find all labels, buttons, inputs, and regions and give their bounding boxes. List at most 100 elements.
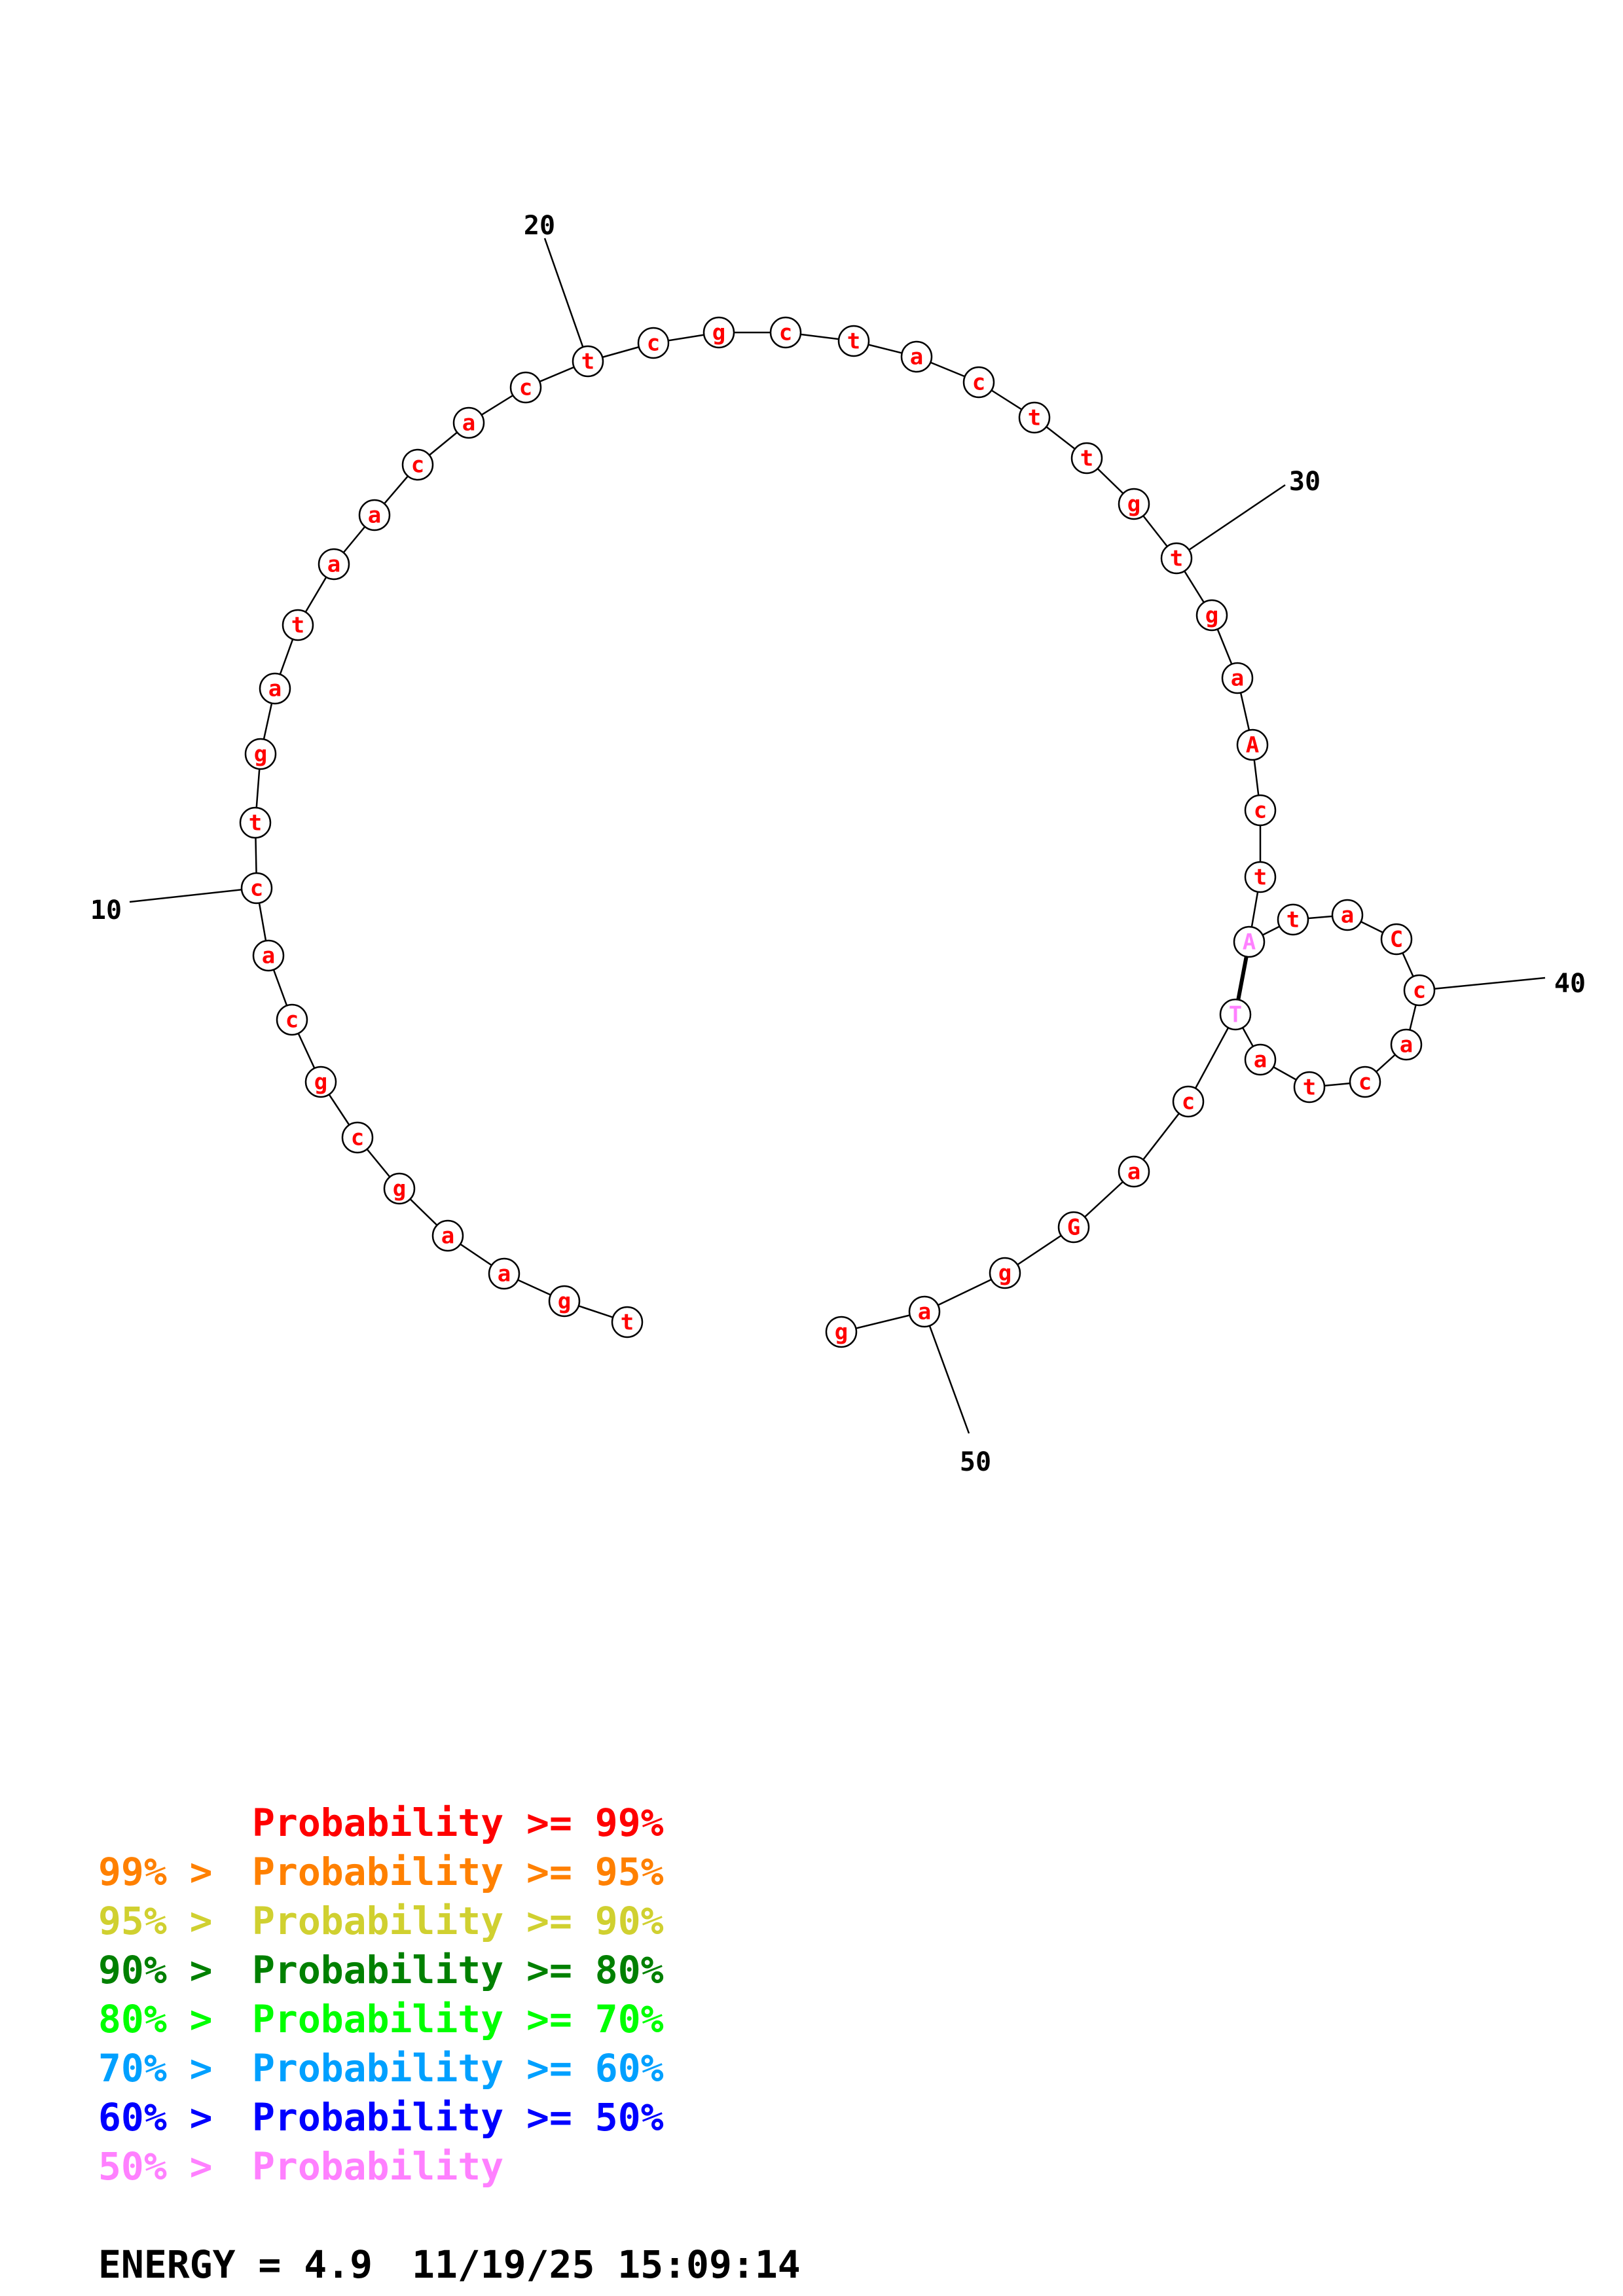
legend-prefix: 70% >: [98, 2046, 213, 2090]
nucleotide-base: a: [268, 676, 282, 702]
legend-label: Probability >= 90%: [252, 1899, 664, 1943]
nucleotide-circle: [702, 316, 735, 349]
legend-prefix: 99% >: [98, 1850, 213, 1894]
nucleotide: G: [1057, 1211, 1090, 1244]
nucleotide-circle: [1244, 861, 1277, 893]
nucleotide: a: [900, 340, 933, 373]
nucleotide-base: c: [1254, 798, 1267, 824]
nucleotide: a: [452, 406, 485, 439]
nucleotide-base: g: [254, 742, 267, 768]
nucleotide: g: [304, 1066, 337, 1098]
backbone-link: [1187, 1014, 1237, 1102]
nucleotide: g: [825, 1316, 858, 1348]
nucleotide-circle: [1293, 1071, 1326, 1103]
energy-value: ENERGY = 4.9: [98, 2242, 373, 2287]
nucleotide: t: [239, 806, 272, 839]
nucleotide: t: [1244, 861, 1277, 893]
nucleotide-base: c: [779, 320, 792, 346]
nucleotide-circle: [318, 548, 350, 581]
nucleotide-base: A: [1246, 732, 1259, 759]
nucleotide-base: a: [1231, 666, 1244, 692]
nucleotide-circle: [1233, 925, 1266, 958]
nucleotide: c: [637, 327, 670, 359]
legend-row: 99% > Probability >= 95%: [98, 1850, 664, 1894]
nucleotide-base: a: [1341, 903, 1354, 929]
legend-prefix: 60% >: [98, 2095, 213, 2140]
nucleotide-circle: [1172, 1085, 1205, 1118]
nucleotide-base: c: [647, 331, 660, 357]
position-marker-line: [1419, 977, 1546, 992]
nucleotide-circle: [1331, 899, 1364, 931]
nucleotide-base: g: [558, 1289, 571, 1315]
nucleotide-circle: [1221, 662, 1254, 694]
nucleotide-circle: [989, 1257, 1021, 1289]
nucleotide-base: t: [1170, 546, 1183, 572]
nucleotide: g: [989, 1257, 1021, 1289]
nucleotide-circle: [401, 448, 434, 481]
nucleotide-circle: [1380, 923, 1413, 956]
nucleotide-circle: [900, 340, 933, 373]
nucleotide: t: [611, 1306, 644, 1338]
nucleotide: c: [240, 872, 273, 905]
nucleotide-base: t: [621, 1310, 634, 1336]
nucleotide-circle: [1070, 442, 1103, 475]
nucleotide-base: T: [1229, 1002, 1242, 1028]
nucleotide: A: [1236, 728, 1269, 761]
nucleotide-circle: [548, 1285, 581, 1318]
nucleotide-base: c: [1359, 1069, 1372, 1096]
nucleotide-circle: [1244, 1043, 1277, 1076]
nucleotide-base: g: [835, 1319, 848, 1346]
nucleotide-base: t: [847, 329, 860, 355]
legend-prefix: 90% >: [98, 1948, 213, 1992]
nucleotide: a: [252, 939, 285, 972]
legend-label: Probability >= 99%: [252, 1801, 664, 1845]
nucleotide: c: [341, 1121, 374, 1154]
nucleotide: c: [276, 1003, 308, 1036]
nucleotide-base: g: [712, 320, 725, 346]
nucleotide-circle: [1118, 488, 1150, 520]
legend-prefix: 80% >: [98, 1997, 213, 2041]
position-marker-label: 30: [1289, 467, 1321, 497]
legend-label: Probability >= 70%: [252, 1997, 664, 2041]
nucleotide: a: [1118, 1155, 1150, 1188]
nucleotide: t: [572, 345, 604, 378]
nucleotide-base: a: [1400, 1032, 1413, 1058]
nucleotide-base: t: [1303, 1075, 1316, 1101]
nucleotide-base: a: [918, 1299, 931, 1325]
nucleotide: g: [383, 1172, 416, 1205]
nucleotide: c: [1403, 974, 1436, 1007]
nucleotide-base: c: [972, 370, 985, 396]
nucleotide-circle: [1219, 998, 1252, 1031]
nucleotide-base: c: [1182, 1089, 1195, 1115]
nucleotide: t: [1277, 903, 1309, 936]
nucleotide-circle: [240, 872, 273, 905]
legend-label: Probability >= 50%: [252, 2095, 664, 2140]
nucleotide: c: [1349, 1066, 1381, 1098]
legend-row: 50% > Probability: [98, 2144, 503, 2189]
nucleotide: g: [702, 316, 735, 349]
nucleotide: g: [1195, 599, 1228, 632]
nucleotide-circle: [837, 325, 870, 357]
timestamp: 11/19/25 15:09:14: [412, 2242, 801, 2287]
nucleotide: t: [1160, 542, 1193, 575]
nucleotide: C: [1380, 923, 1413, 956]
legend-row: 90% > Probability >= 80%: [98, 1948, 664, 1992]
nucleotide: c: [401, 448, 434, 481]
nucleotide-base: t: [1028, 405, 1041, 431]
nucleotide-base: a: [262, 943, 275, 969]
nucleotide-circle: [1349, 1066, 1381, 1098]
nucleotide-circle: [1057, 1211, 1090, 1244]
position-marker-label: 10: [90, 895, 122, 925]
nucleotide-base: c: [1413, 978, 1426, 1004]
position-markers: 10 20 30 40 50: [90, 211, 1586, 1477]
nucleotide-base: c: [351, 1125, 364, 1151]
nucleotide-circle: [825, 1316, 858, 1348]
energy-footer: ENERGY = 4.9 11/19/25 15:09:14: [98, 2242, 801, 2287]
nucleotide-base: g: [1205, 603, 1218, 629]
nucleotide-circle: [383, 1172, 416, 1205]
nucleotide-base: a: [441, 1223, 454, 1249]
nucleotide: t: [1018, 401, 1051, 434]
nucleotide-circle: [1195, 599, 1228, 632]
nucleotide-circle: [509, 371, 542, 404]
